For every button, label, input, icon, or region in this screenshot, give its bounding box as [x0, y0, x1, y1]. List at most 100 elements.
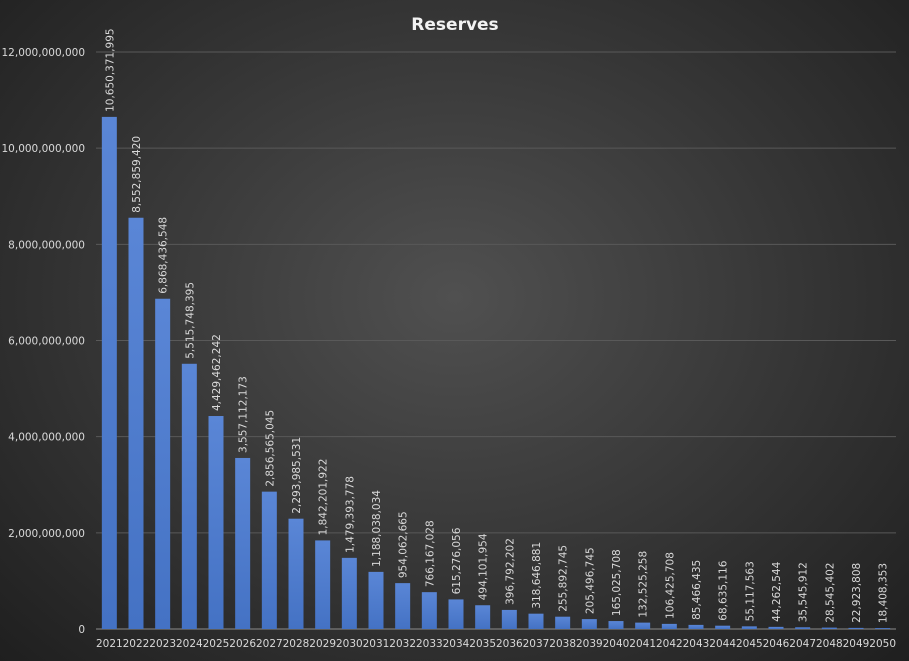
bar-2047 — [795, 627, 811, 629]
bar-2042 — [661, 623, 677, 629]
bar-2036 — [501, 609, 517, 629]
bar-2034 — [448, 599, 464, 629]
data-label: 494,101,954 — [478, 533, 490, 600]
data-label: 1,842,201,922 — [318, 459, 330, 536]
x-tick-label: 2048 — [816, 638, 843, 650]
data-label: 205,496,745 — [584, 547, 596, 614]
data-label: 2,293,985,531 — [291, 437, 303, 514]
bar-2022 — [128, 217, 144, 630]
bar-2032 — [395, 583, 411, 629]
x-tick-label: 2036 — [496, 638, 523, 650]
x-tick-label: 2042 — [656, 638, 683, 650]
bar-2039 — [581, 619, 597, 629]
bar-2049 — [848, 627, 864, 629]
x-tick-label: 2022 — [123, 638, 150, 650]
bar-2023 — [155, 298, 171, 629]
x-tick-label: 2024 — [176, 638, 203, 650]
data-label: 8,552,859,420 — [131, 136, 143, 213]
data-labels: 10,650,371,995 8,552,859,420 6,868,436,548… — [104, 28, 889, 623]
bar-2035 — [475, 605, 491, 629]
bar-2027 — [261, 491, 277, 629]
data-label: 165,025,708 — [611, 549, 623, 616]
x-tick-label: 2045 — [736, 638, 763, 650]
data-label: 396,792,202 — [504, 538, 516, 605]
data-label: 3,557,112,173 — [238, 376, 250, 453]
bar-2025 — [208, 416, 224, 629]
chart-title: Reserves — [411, 15, 498, 35]
data-label: 55,117,563 — [744, 561, 756, 621]
x-tick-label: 2027 — [256, 638, 283, 650]
bar-2050 — [875, 628, 891, 629]
data-label: 766,167,028 — [424, 520, 436, 587]
y-tick-label: 12,000,000,000 — [2, 47, 86, 59]
bar-2045 — [741, 626, 757, 629]
x-tick-label: 2049 — [843, 638, 870, 650]
bar-2038 — [555, 616, 571, 629]
x-tick-label: 2028 — [283, 638, 310, 650]
gridlines — [96, 51, 896, 630]
data-label: 6,868,436,548 — [158, 217, 170, 294]
y-axis-ticks: 0 2,000,000,000 4,000,000,000 6,000,000,000… — [2, 47, 86, 636]
bar-2043 — [688, 624, 704, 629]
x-tick-label: 2039 — [576, 638, 603, 650]
bars — [101, 116, 891, 630]
y-tick-label: 8,000,000,000 — [8, 239, 85, 251]
x-tick-label: 2046 — [763, 638, 790, 650]
y-tick-label: 6,000,000,000 — [8, 336, 85, 348]
x-tick-label: 2026 — [229, 638, 256, 650]
data-label: 1,479,393,778 — [344, 476, 356, 553]
data-label: 22,923,808 — [851, 563, 863, 623]
x-tick-label: 2023 — [149, 638, 176, 650]
data-label: 255,892,745 — [558, 545, 570, 612]
y-tick-label: 0 — [78, 624, 85, 636]
bar-2028 — [288, 518, 304, 629]
bar-2024 — [181, 363, 197, 629]
x-tick-label: 2040 — [603, 638, 630, 650]
x-tick-label: 2030 — [336, 638, 363, 650]
x-tick-label: 2038 — [549, 638, 576, 650]
bar-2031 — [368, 571, 384, 629]
bar-2026 — [235, 457, 251, 629]
bar-2044 — [715, 625, 731, 629]
bar-2046 — [768, 626, 784, 629]
data-label: 68,635,116 — [718, 560, 730, 620]
bar-2040 — [608, 621, 624, 629]
x-tick-label: 2029 — [309, 638, 336, 650]
data-label: 35,545,912 — [798, 562, 810, 622]
data-label: 10,650,371,995 — [104, 28, 116, 112]
x-tick-label: 2044 — [709, 638, 736, 650]
data-label: 44,262,544 — [771, 561, 783, 621]
data-label: 5,515,748,395 — [184, 282, 196, 359]
data-label: 2,856,565,045 — [264, 410, 276, 487]
bar-2037 — [528, 613, 544, 629]
bar-2041 — [635, 622, 651, 629]
y-tick-label: 10,000,000,000 — [2, 143, 86, 155]
x-tick-label: 2025 — [203, 638, 230, 650]
bar-2021 — [101, 116, 117, 630]
x-tick-label: 2043 — [683, 638, 710, 650]
x-tick-label: 2034 — [443, 638, 470, 650]
x-tick-label: 2033 — [416, 638, 443, 650]
data-label: 132,525,258 — [638, 551, 650, 618]
x-tick-label: 2041 — [629, 638, 656, 650]
data-label: 85,466,435 — [691, 560, 703, 620]
bar-2030 — [341, 557, 357, 629]
x-tick-label: 2035 — [469, 638, 496, 650]
x-tick-label: 2050 — [869, 638, 896, 650]
bar-2033 — [421, 592, 437, 629]
bar-2048 — [821, 627, 837, 629]
bar-2029 — [315, 540, 331, 629]
data-label: 4,429,462,242 — [211, 334, 223, 411]
data-label: 318,646,881 — [531, 542, 543, 609]
data-label: 954,062,665 — [398, 511, 410, 578]
x-tick-label: 2032 — [389, 638, 416, 650]
data-label: 106,425,708 — [664, 552, 676, 619]
x-tick-label: 2047 — [789, 638, 816, 650]
y-tick-label: 4,000,000,000 — [8, 432, 85, 444]
x-tick-label: 2021 — [96, 638, 123, 650]
y-tick-label: 2,000,000,000 — [8, 528, 85, 540]
x-tick-label: 2031 — [363, 638, 390, 650]
data-label: 28,545,402 — [824, 563, 836, 623]
